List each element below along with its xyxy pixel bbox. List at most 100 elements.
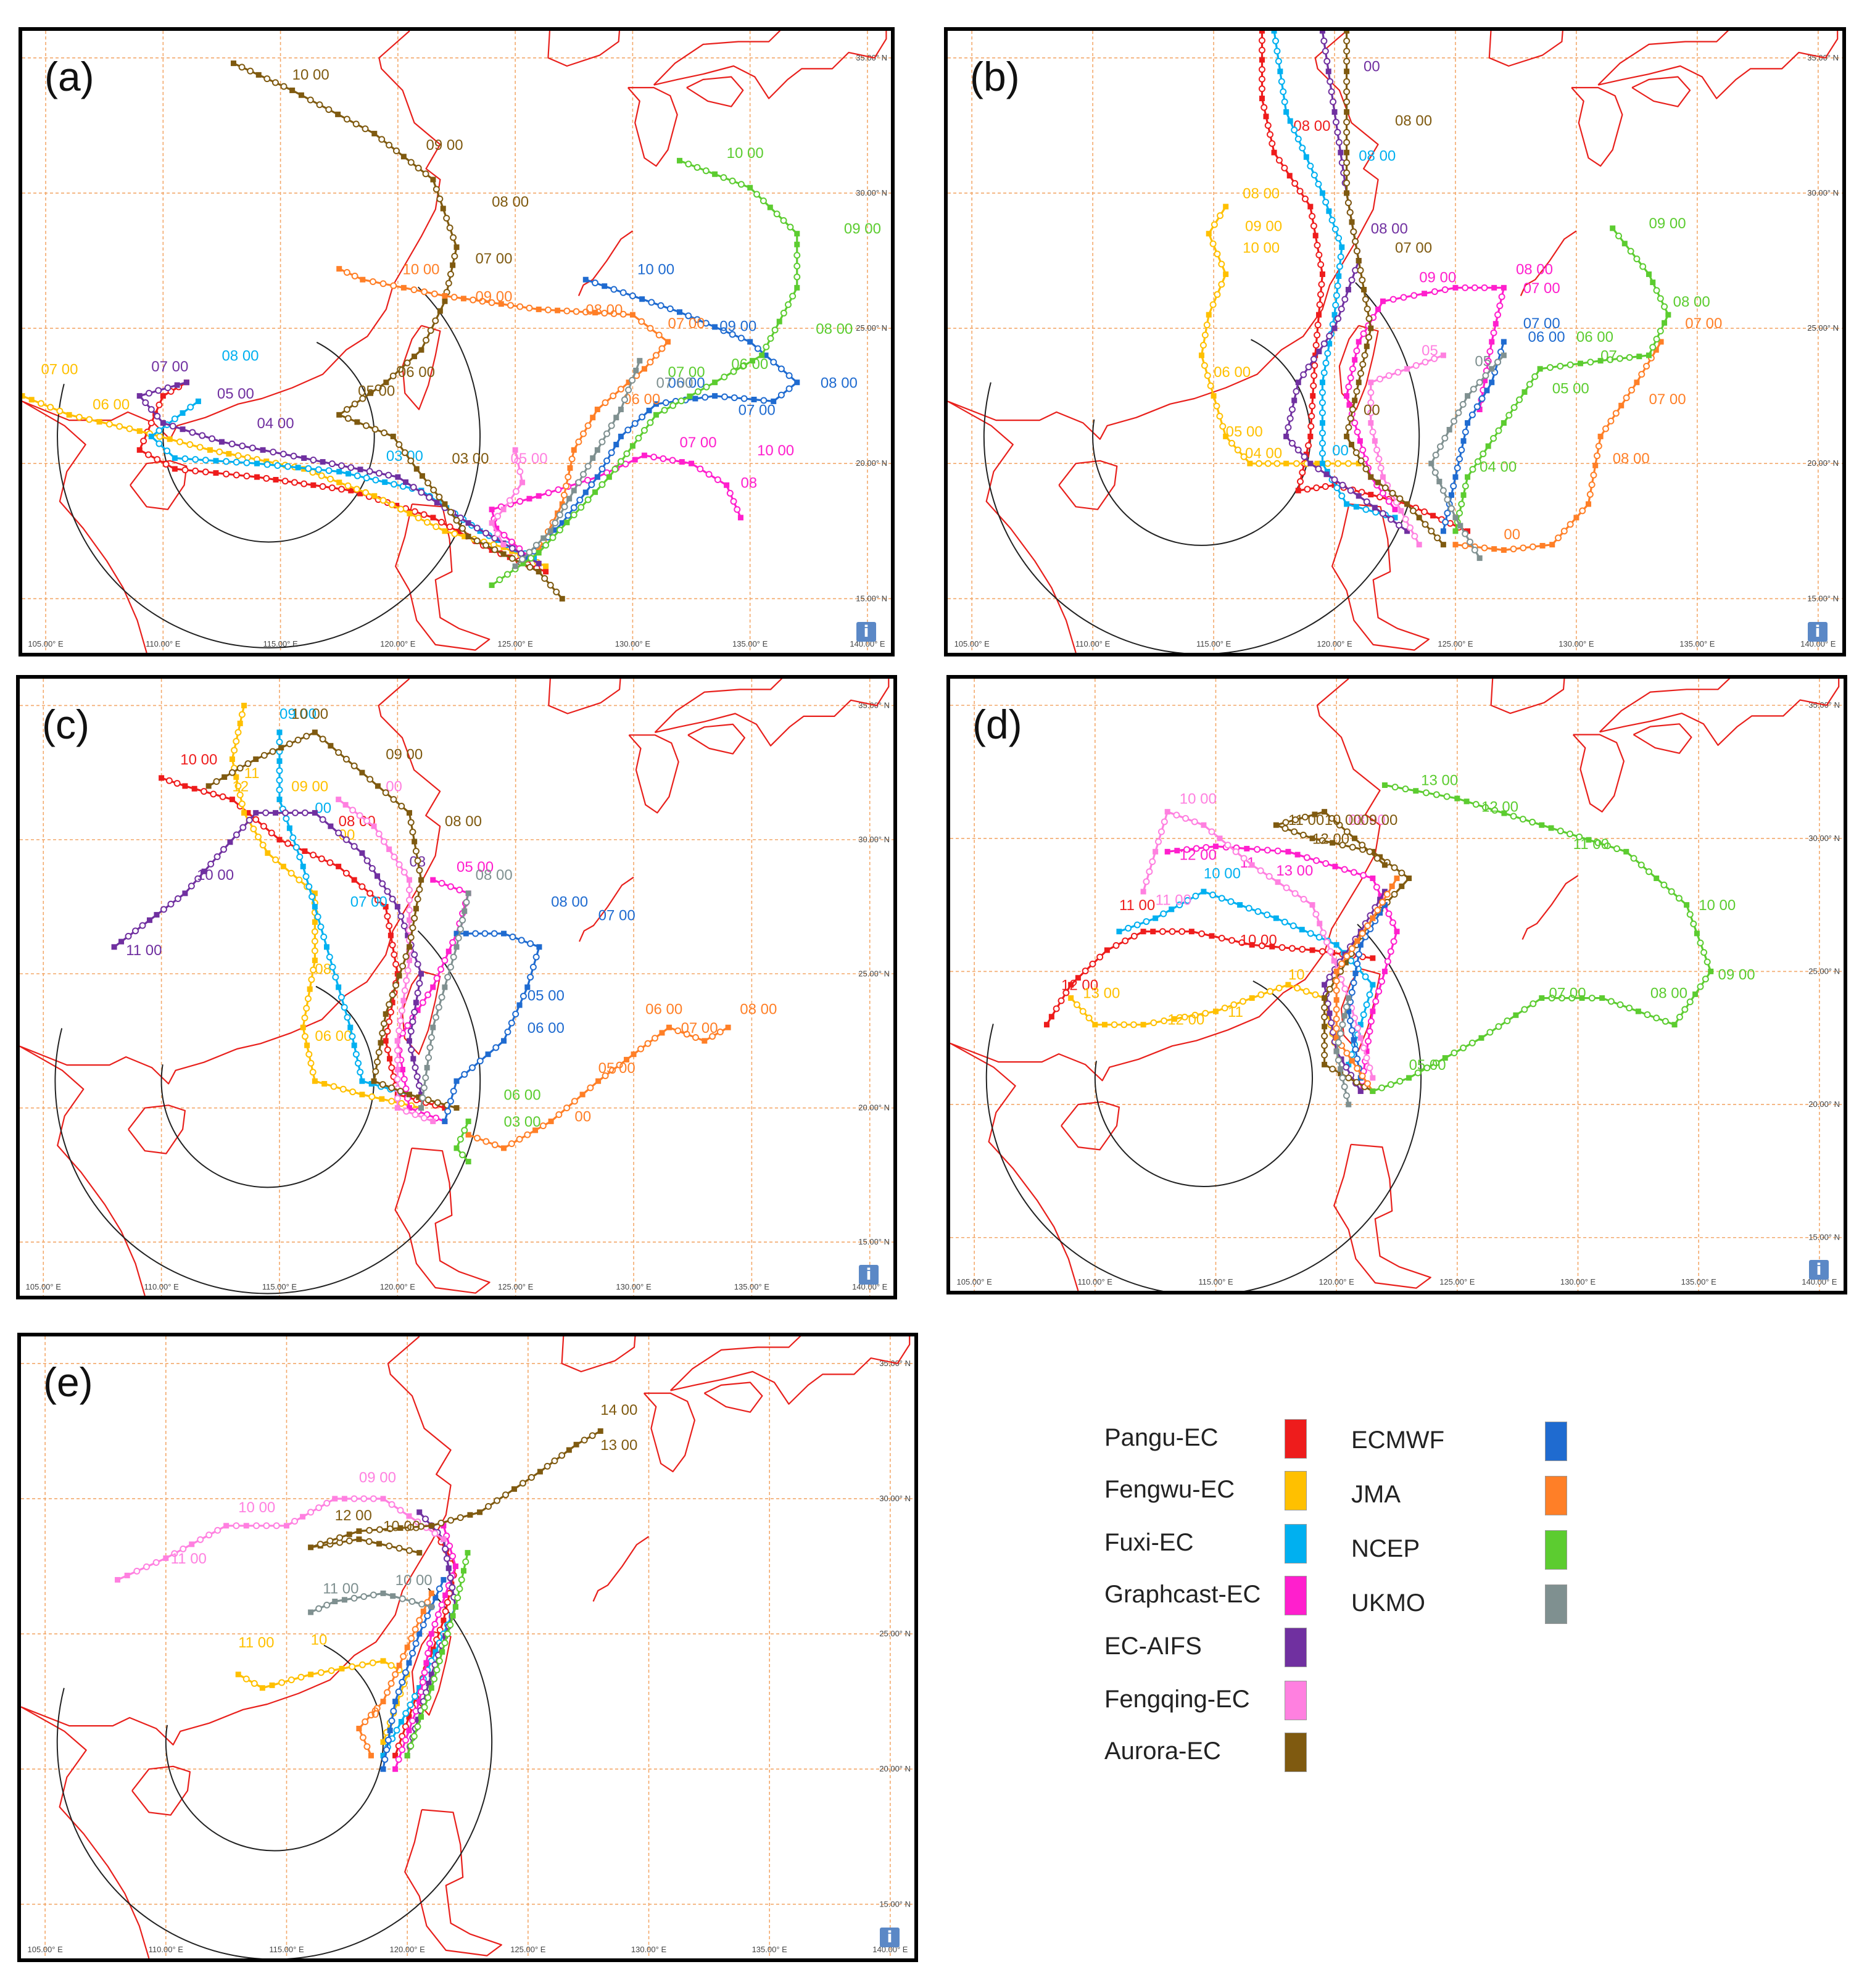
track-point bbox=[1643, 362, 1650, 370]
info-icon[interactable]: i bbox=[1809, 1260, 1829, 1280]
track-point bbox=[1317, 921, 1323, 927]
track-point bbox=[1381, 484, 1389, 492]
time-label: 08 00 bbox=[1395, 112, 1432, 129]
time-label: 13 00 bbox=[1276, 863, 1313, 879]
track-point bbox=[1201, 822, 1207, 828]
track-point bbox=[371, 1078, 377, 1084]
luzon-coast bbox=[404, 1808, 502, 1957]
track-point bbox=[1334, 128, 1341, 136]
track-point bbox=[243, 459, 250, 466]
track-point bbox=[1044, 1022, 1050, 1028]
info-icon[interactable]: i bbox=[880, 1928, 900, 1947]
track-point bbox=[1391, 890, 1398, 898]
track-point bbox=[388, 1717, 395, 1725]
time-label: 07 00 bbox=[1685, 315, 1722, 332]
track-point bbox=[1326, 208, 1332, 214]
track-point bbox=[1089, 960, 1096, 967]
track-point bbox=[152, 1559, 160, 1566]
track-point bbox=[450, 953, 457, 961]
track-point bbox=[589, 1432, 596, 1439]
track-point bbox=[1258, 46, 1265, 54]
track-point bbox=[253, 1522, 260, 1530]
track-point bbox=[508, 545, 516, 552]
track-point bbox=[362, 125, 369, 133]
track-point bbox=[1297, 478, 1304, 485]
track-point bbox=[1311, 362, 1318, 369]
track-point bbox=[418, 1523, 425, 1530]
track-point bbox=[463, 898, 470, 906]
track-point bbox=[428, 1604, 434, 1610]
track-point bbox=[1341, 985, 1349, 992]
track-point bbox=[714, 476, 721, 484]
track-point bbox=[172, 466, 178, 472]
track-point bbox=[1294, 446, 1302, 454]
info-icon[interactable]: i bbox=[859, 1265, 879, 1285]
time-label: 12 00 bbox=[1481, 799, 1518, 816]
track-point bbox=[1484, 357, 1492, 365]
track-point bbox=[1202, 1009, 1209, 1017]
track-point bbox=[518, 550, 525, 557]
lat-tick-label: 20.00° N bbox=[1808, 1100, 1840, 1109]
time-label: 07 00 bbox=[1649, 391, 1686, 408]
track-point bbox=[563, 483, 570, 490]
track-point bbox=[441, 1617, 447, 1623]
track-point bbox=[1354, 1065, 1361, 1072]
track-point bbox=[374, 1058, 381, 1066]
track-point bbox=[249, 444, 256, 452]
time-label: 09 00 bbox=[1649, 215, 1686, 232]
track-point bbox=[346, 1531, 352, 1538]
info-icon[interactable]: i bbox=[856, 622, 876, 642]
track-point bbox=[1182, 814, 1190, 822]
track-point bbox=[290, 452, 297, 460]
track-point bbox=[1344, 68, 1350, 75]
track-point bbox=[1529, 818, 1536, 826]
track-point bbox=[648, 299, 655, 306]
track-point bbox=[526, 495, 532, 502]
track-point bbox=[1282, 819, 1290, 826]
track-point bbox=[400, 869, 408, 876]
legend-swatch bbox=[1545, 1584, 1567, 1624]
track-point bbox=[197, 1536, 204, 1543]
track-point bbox=[437, 1519, 445, 1526]
info-icon[interactable]: i bbox=[1808, 622, 1828, 642]
track-point bbox=[603, 457, 611, 465]
track-point bbox=[392, 1766, 399, 1772]
track-point bbox=[1353, 247, 1360, 255]
track-point bbox=[1184, 897, 1191, 904]
track-point bbox=[136, 393, 143, 399]
track-point bbox=[1665, 312, 1671, 318]
track-point bbox=[357, 1069, 364, 1076]
track-point bbox=[311, 928, 318, 935]
track-point bbox=[500, 542, 507, 548]
track-point bbox=[1344, 501, 1350, 507]
warning-arc-outer bbox=[54, 930, 481, 1294]
track-point bbox=[425, 1054, 433, 1061]
china-coast bbox=[950, 679, 1381, 1082]
track-point bbox=[358, 1661, 366, 1668]
track-point bbox=[584, 496, 592, 503]
track-point bbox=[416, 1094, 422, 1100]
track-point bbox=[465, 1132, 471, 1138]
legend-swatch bbox=[1285, 1681, 1307, 1720]
track-point bbox=[1360, 1011, 1367, 1019]
track-point bbox=[526, 563, 534, 571]
track-point bbox=[1335, 315, 1342, 322]
track-point bbox=[420, 1609, 426, 1615]
track-point bbox=[332, 1598, 338, 1604]
track-point bbox=[1146, 868, 1153, 876]
track-point bbox=[1112, 942, 1120, 949]
track-point bbox=[1356, 493, 1362, 499]
track-point bbox=[400, 1075, 408, 1083]
track-point bbox=[1301, 195, 1309, 202]
time-label: 10 00 bbox=[1204, 865, 1241, 882]
track-point bbox=[1332, 863, 1338, 869]
track-point bbox=[1333, 484, 1341, 492]
track-point bbox=[639, 413, 646, 421]
track-point bbox=[1579, 507, 1586, 515]
track-point bbox=[387, 932, 394, 938]
track-point bbox=[594, 407, 600, 413]
lon-tick-label: 120.00° E bbox=[1317, 639, 1352, 648]
track-point bbox=[1293, 460, 1300, 467]
track-point bbox=[1216, 413, 1223, 420]
